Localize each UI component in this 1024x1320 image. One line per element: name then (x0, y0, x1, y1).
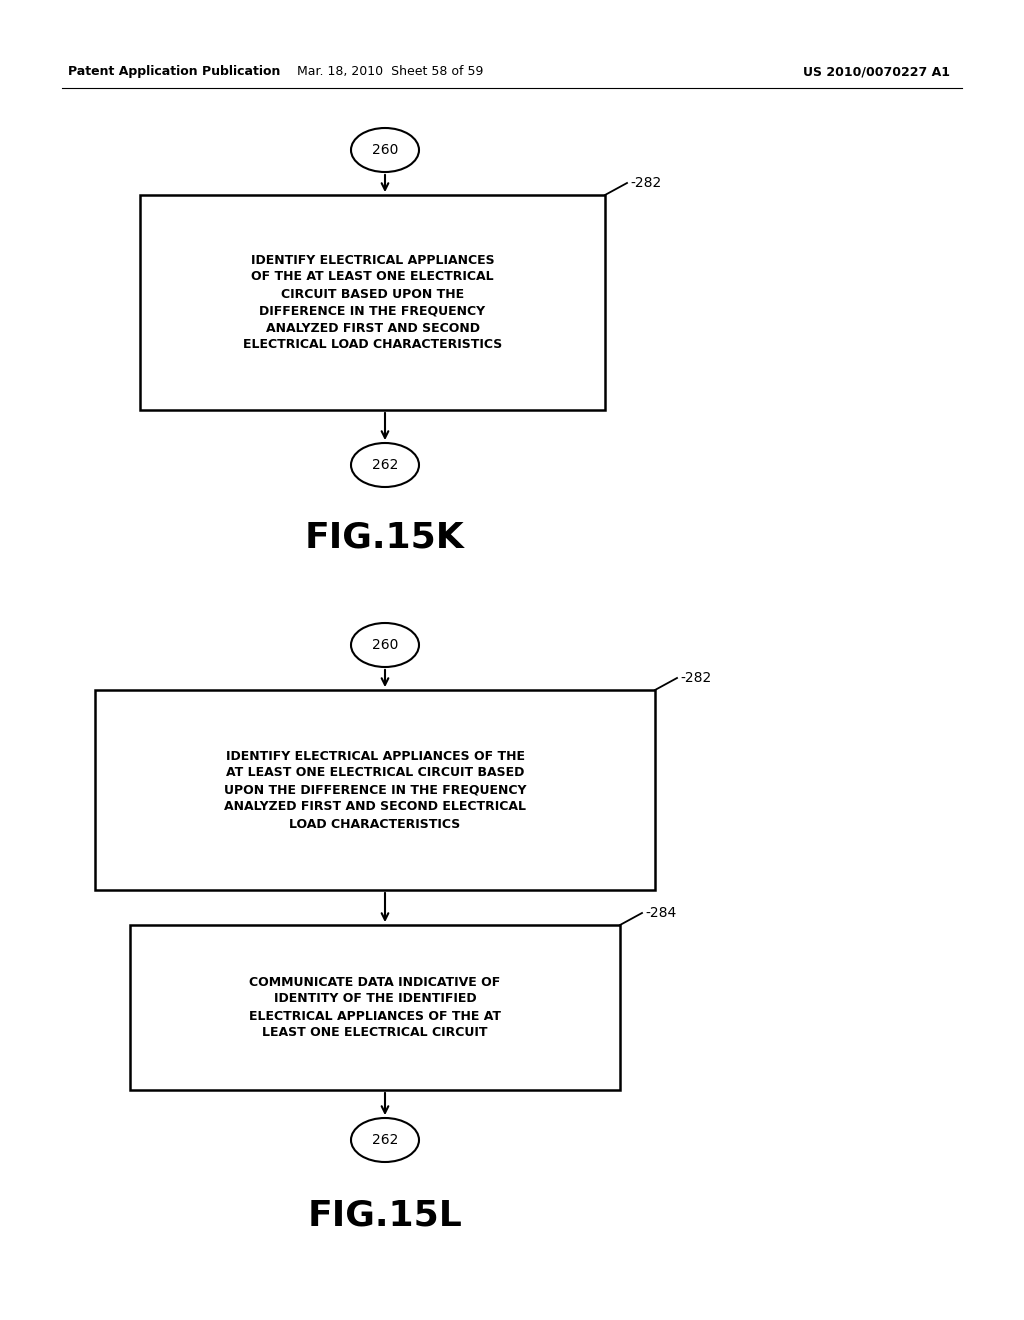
Ellipse shape (351, 444, 419, 487)
Text: 262: 262 (372, 458, 398, 473)
Text: IDENTIFY ELECTRICAL APPLIANCES OF THE
AT LEAST ONE ELECTRICAL CIRCUIT BASED
UPON: IDENTIFY ELECTRICAL APPLIANCES OF THE AT… (224, 750, 526, 830)
Bar (140, 195, 605, 411)
Bar (95, 690, 655, 890)
Text: FIG.15L: FIG.15L (307, 1199, 463, 1232)
Ellipse shape (351, 128, 419, 172)
Text: -282: -282 (630, 176, 662, 190)
Text: US 2010/0070227 A1: US 2010/0070227 A1 (803, 66, 950, 78)
Text: 260: 260 (372, 143, 398, 157)
Text: 260: 260 (372, 638, 398, 652)
Text: COMMUNICATE DATA INDICATIVE OF
IDENTITY OF THE IDENTIFIED
ELECTRICAL APPLIANCES : COMMUNICATE DATA INDICATIVE OF IDENTITY … (249, 975, 501, 1040)
Ellipse shape (351, 1118, 419, 1162)
Text: IDENTIFY ELECTRICAL APPLIANCES
OF THE AT LEAST ONE ELECTRICAL
CIRCUIT BASED UPON: IDENTIFY ELECTRICAL APPLIANCES OF THE AT… (243, 253, 502, 351)
Ellipse shape (351, 623, 419, 667)
Text: 262: 262 (372, 1133, 398, 1147)
Text: Mar. 18, 2010  Sheet 58 of 59: Mar. 18, 2010 Sheet 58 of 59 (297, 66, 483, 78)
Text: -282: -282 (680, 671, 712, 685)
Bar (130, 925, 620, 1090)
Text: Patent Application Publication: Patent Application Publication (68, 66, 281, 78)
Text: -284: -284 (645, 906, 676, 920)
Text: FIG.15K: FIG.15K (305, 520, 465, 554)
